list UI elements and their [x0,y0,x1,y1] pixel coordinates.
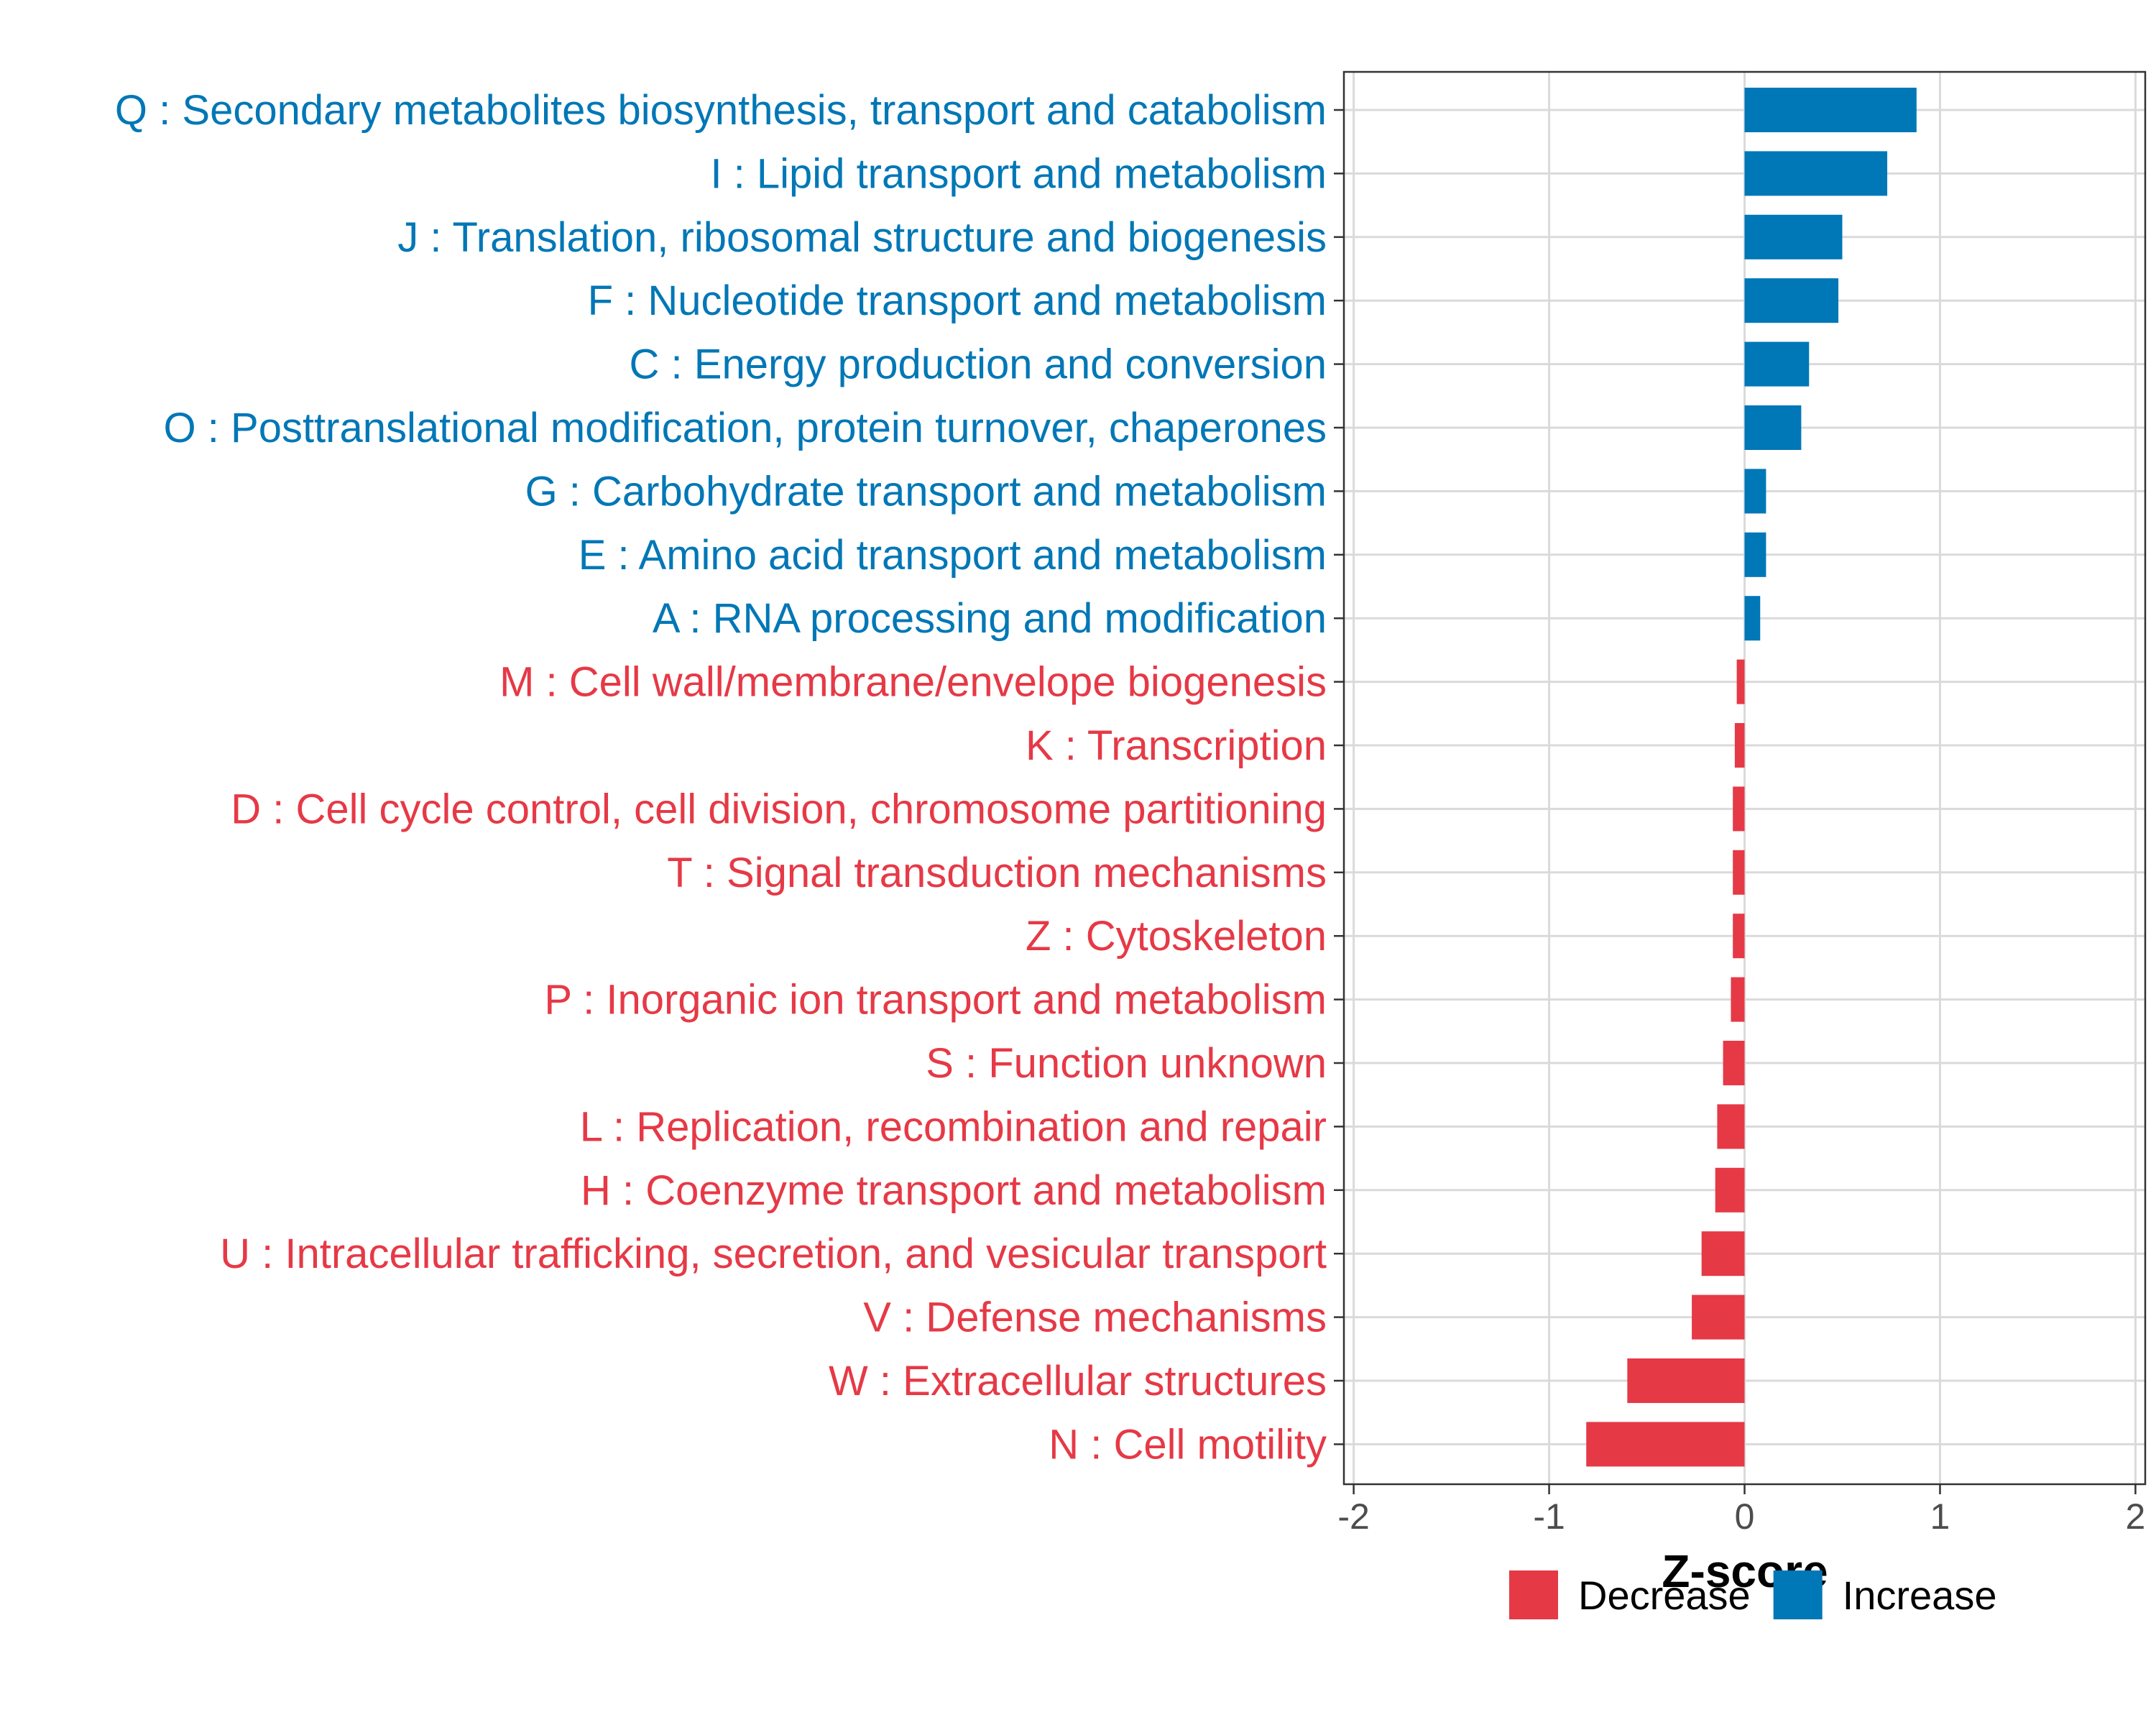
category-label: W : Extracellular structures [829,1358,1327,1404]
legend: Decrease Increase [1509,1570,1996,1619]
bar [1736,659,1745,704]
bars-group [1586,88,1917,1467]
y-axis-ticks [1334,109,1344,1445]
category-label: D : Cell cycle control, cell division, c… [231,786,1327,832]
bar [1723,1041,1745,1085]
category-label: E : Amino acid transport and metabolism [579,532,1327,579]
x-tick-label: 1 [1930,1496,1950,1537]
x-tick-label: 0 [1735,1496,1755,1537]
legend-label-decrease: Decrease [1578,1573,1751,1618]
x-tick-label: 2 [2125,1496,2145,1537]
y-axis-category-labels: Q : Secondary metabolites biosynthesis, … [115,87,1327,1468]
bar [1744,405,1802,450]
category-label: I : Lipid transport and metabolism [710,150,1327,197]
bar [1744,151,1888,196]
bar [1586,1422,1745,1467]
category-label: C : Energy production and conversion [630,341,1327,388]
x-tick-label: -1 [1533,1496,1565,1537]
category-label: G : Carbohydrate transport and metabolis… [525,468,1327,515]
category-label: K : Transcription [1026,722,1327,769]
category-label: P : Inorganic ion transport and metaboli… [544,977,1327,1024]
bar [1701,1231,1745,1276]
bar [1744,596,1761,641]
bar [1734,723,1745,768]
x-axis-tick-labels: -2 -1 0 1 2 [1337,1496,2145,1537]
x-tick-label: -2 [1337,1496,1369,1537]
bar [1744,341,1810,387]
bar [1627,1358,1745,1403]
category-label: Q : Secondary metabolites biosynthesis, … [115,87,1327,134]
legend-swatch-increase [1773,1570,1823,1619]
bar [1733,914,1745,959]
bar [1717,1104,1745,1149]
legend-label-increase: Increase [1843,1573,1997,1618]
bar [1744,469,1766,514]
category-label: U : Intracellular trafficking, secretion… [220,1230,1327,1277]
category-label: T : Signal transduction mechanisms [667,850,1327,896]
bar [1744,278,1839,323]
bar [1715,1167,1745,1213]
bar [1744,88,1917,132]
category-label: F : Nucleotide transport and metabolism [588,277,1327,324]
category-label: H : Coenzyme transport and metabolism [581,1167,1327,1214]
category-label: J : Translation, ribosomal structure and… [397,214,1327,261]
x-axis-ticks [1353,1484,2137,1494]
bar [1731,977,1745,1022]
bar [1733,850,1745,895]
category-label: V : Defense mechanisms [863,1294,1327,1341]
category-label: M : Cell wall/membrane/envelope biogenes… [499,659,1327,706]
category-label: S : Function unknown [926,1040,1327,1087]
category-label: O : Posttranslational modification, prot… [164,405,1327,451]
category-label: Z : Cytoskeleton [1026,913,1327,960]
category-label: N : Cell motility [1049,1421,1327,1468]
bar [1692,1294,1745,1340]
bar [1744,214,1843,259]
bar [1733,786,1745,832]
category-label: A : RNA processing and modification [653,595,1327,642]
category-label: L : Replication, recombination and repai… [580,1103,1327,1150]
bar [1744,532,1766,577]
legend-swatch-decrease [1509,1570,1558,1619]
